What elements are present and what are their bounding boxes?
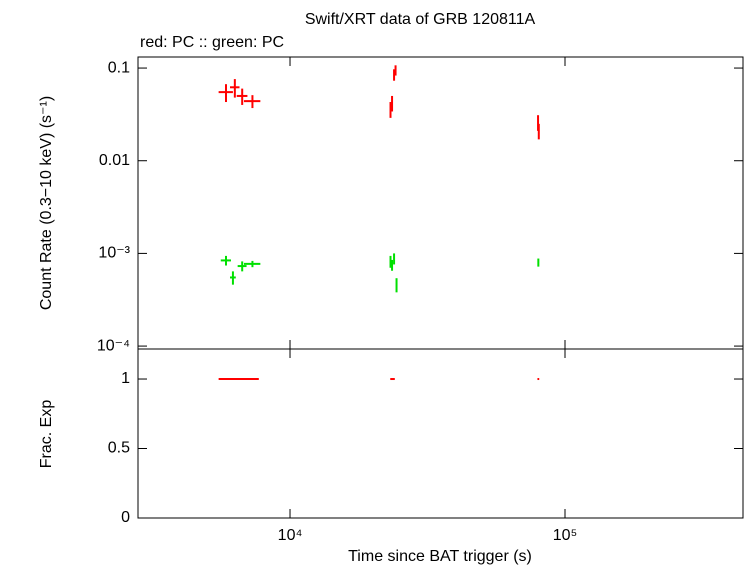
x-axis-label: Time since BAT trigger (s) xyxy=(348,548,532,565)
y-axis-label: Count Rate (0.3−10 keV) (s⁻¹) xyxy=(38,96,55,310)
y-axis-label: Frac. Exp xyxy=(38,400,55,469)
y-tick-label: 0 xyxy=(121,509,130,526)
y-tick-label: 0.1 xyxy=(108,59,130,76)
chart-subtitle: red: PC :: green: PC xyxy=(140,34,284,51)
x-tick-label: 10⁴ xyxy=(278,527,303,544)
chart-title: Swift/XRT data of GRB 120811A xyxy=(305,11,536,28)
x-tick-label: 10⁵ xyxy=(553,527,577,544)
y-tick-label: 0.01 xyxy=(99,152,130,169)
y-tick-label: 10⁻³ xyxy=(98,245,130,262)
y-tick-label: 0.5 xyxy=(108,440,130,457)
y-tick-label: 10⁻⁴ xyxy=(97,337,130,354)
plot-frame xyxy=(137,348,744,519)
y-tick-label: 1 xyxy=(121,370,130,387)
plot-frame xyxy=(137,56,744,350)
